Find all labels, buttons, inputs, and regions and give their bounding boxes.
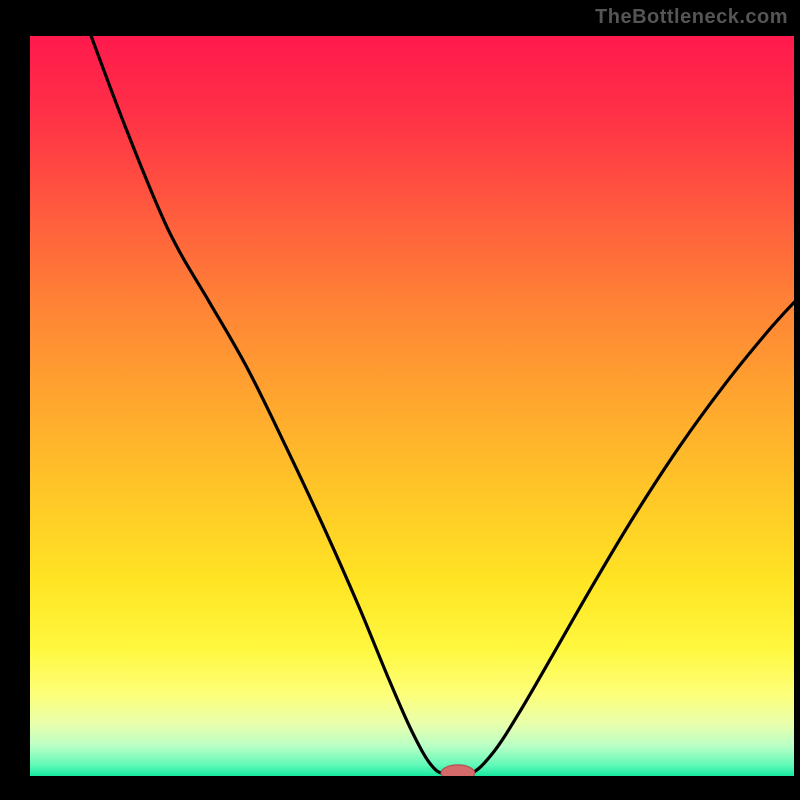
watermark-text: TheBottleneck.com — [595, 6, 788, 29]
chart-container: TheBottleneck.com — [0, 0, 800, 800]
gradient-background — [30, 36, 794, 776]
bottleneck-chart — [0, 0, 800, 800]
